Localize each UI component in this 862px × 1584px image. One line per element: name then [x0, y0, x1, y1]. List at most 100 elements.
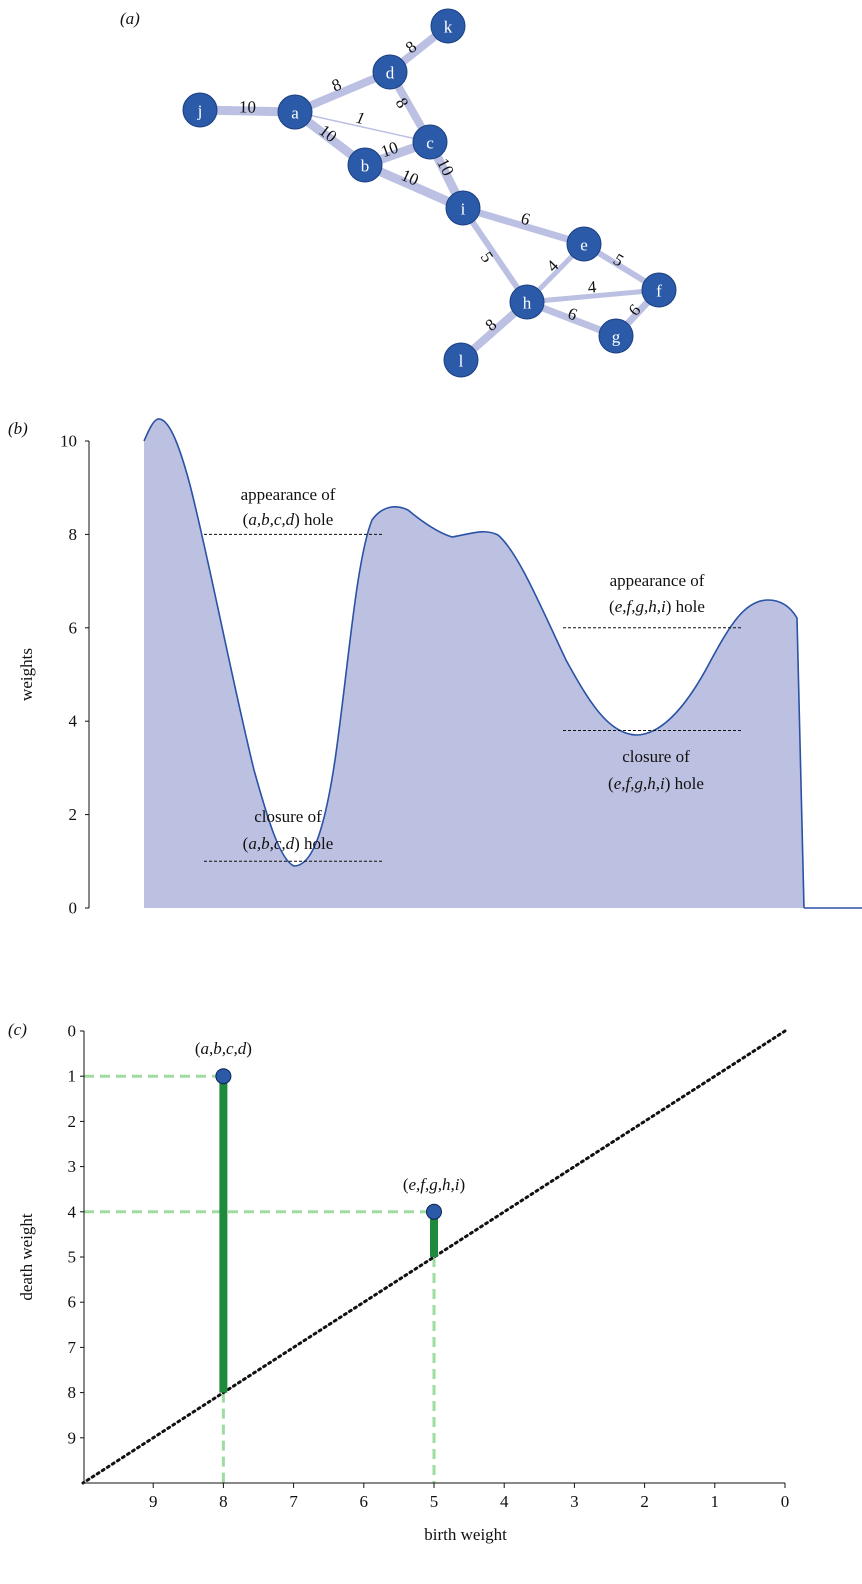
panel-c-label: (c) [8, 1020, 27, 1039]
edge-a-c [294, 111, 431, 143]
annotation-app2: appearance of (e,f,g,h,i) hole [609, 571, 705, 616]
tuple-app2: e,f,g,h,i [615, 597, 666, 616]
y-tick-label-1: 1 [68, 1067, 77, 1086]
annotation-app1-line2: (a,b,c,d) hole [243, 510, 334, 529]
y-axis-label: weights [17, 648, 36, 701]
node-g [598, 318, 634, 354]
graph-nodes: a b c d e f g h i j k l [182, 8, 677, 378]
x-tick-label-7: 7 [289, 1492, 298, 1511]
persistence-point-1 [426, 1203, 442, 1220]
annotation-app2-line1: appearance of [610, 571, 705, 590]
edge-weight-a-c: 1 [354, 108, 366, 128]
annotation-clo2: closure of (e,f,g,h,i) hole [608, 747, 704, 793]
x-tick-label-2: 2 [640, 1492, 649, 1511]
persistence-point-0 [215, 1068, 232, 1085]
edge-weight-a-d: 8 [329, 75, 344, 96]
x-tick-label-1: 1 [711, 1492, 720, 1511]
tuple-clo2: e,f,g,h,i [614, 774, 665, 793]
edge-weight-j-a: 10 [239, 97, 256, 116]
y-tick-label-10: 10 [60, 432, 77, 451]
annotation-app1-line1: appearance of [241, 485, 336, 504]
edge-weight-i-h: 5 [477, 248, 497, 266]
edge-i-h [460, 205, 530, 305]
panel-b-label: (b) [8, 419, 28, 438]
node-label-c: c [426, 134, 434, 153]
edge-i-e [459, 204, 588, 248]
node-label-e: e [580, 236, 588, 255]
point-labels: (a,b,c,d) (e,f,g,h,i) [195, 1039, 465, 1194]
node-c [412, 124, 448, 160]
y-tick-label-4: 4 [69, 712, 78, 731]
persistence-bars [219, 1076, 438, 1393]
x-tick-label-9: 9 [149, 1492, 158, 1511]
y-tick-label-6: 6 [69, 618, 78, 637]
point-label-0: (a,b,c,d) [195, 1039, 252, 1058]
y-tick-label-8: 8 [69, 525, 78, 544]
node-label-f: f [656, 282, 662, 301]
x-tick-label-0: 0 [781, 1492, 790, 1511]
panel-c: (c) 0 1 2 3 4 5 6 7 8 9 9 8 7 6 5 4 3 2 1 0 birth weight d… [8, 1020, 789, 1544]
weights-curve [143, 418, 805, 909]
panel-b: (b) 0 2 4 6 8 10 weights appearance of (a,b,c… [8, 418, 862, 918]
annotation-app1: appearance of (a,b,c,d) hole [241, 485, 336, 529]
y-tick-label-8: 8 [68, 1383, 77, 1402]
weights-area [144, 418, 804, 908]
node-d [372, 54, 408, 90]
graph-edges [195, 22, 663, 364]
node-a [277, 94, 313, 130]
y-tick-label-2: 2 [69, 805, 78, 824]
node-label-j: j [197, 102, 203, 121]
y-ticks: 0 1 2 3 4 5 6 7 8 9 [68, 1022, 84, 1447]
node-label-l: l [459, 352, 464, 371]
y-tick-label-6: 6 [68, 1293, 77, 1312]
node-label-k: k [444, 18, 453, 37]
node-label-a: a [291, 104, 299, 123]
x-axis-label: birth weight [424, 1525, 507, 1544]
persistence-points [215, 1068, 442, 1220]
x-tick-label-3: 3 [570, 1492, 579, 1511]
x-tick-label-6: 6 [360, 1492, 369, 1511]
edge-weight-c-i: 10 [433, 155, 458, 179]
node-e [566, 226, 602, 262]
point-label-1: (e,f,g,h,i) [403, 1175, 465, 1194]
y-ticks: 0 2 4 6 8 10 [60, 432, 89, 918]
y-tick-label-5: 5 [68, 1248, 77, 1267]
edge-weight-b-i: 10 [398, 165, 421, 189]
edge-weight-b-c: 10 [378, 138, 400, 162]
node-i [445, 190, 481, 226]
y-tick-label-9: 9 [68, 1428, 77, 1447]
edge-h-f [524, 287, 662, 305]
node-label-i: i [461, 200, 466, 219]
x-tick-label-4: 4 [500, 1492, 509, 1511]
node-j [182, 92, 218, 128]
y-tick-label-0: 0 [69, 899, 78, 918]
tuple-clo1: a,b,c,d [248, 834, 294, 853]
annotation-clo2-line1: closure of [622, 747, 690, 766]
node-l [443, 342, 479, 378]
y-tick-label-7: 7 [68, 1338, 77, 1357]
annotation-clo1: closure of (a,b,c,d) hole [243, 807, 334, 853]
edge-weight-h-f: 4 [587, 277, 598, 297]
y-tick-label-3: 3 [68, 1157, 77, 1176]
node-b [347, 147, 383, 183]
x-tick-label-5: 5 [430, 1492, 439, 1511]
y-tick-label-0: 0 [68, 1022, 77, 1041]
annotation-clo2-line2: (e,f,g,h,i) hole [608, 774, 704, 793]
node-label-d: d [386, 64, 395, 83]
y-tick-label-2: 2 [68, 1112, 77, 1131]
x-ticks: 9 8 7 6 5 4 3 2 1 0 [149, 1483, 789, 1511]
x-tick-label-8: 8 [219, 1492, 228, 1511]
tuple-app1: a,b,c,d [248, 510, 294, 529]
guide-lines [84, 1074, 436, 1483]
annotation-clo1-line1: closure of [254, 807, 322, 826]
node-h [509, 284, 545, 320]
node-f [641, 272, 677, 308]
edge-b-i [360, 160, 468, 213]
node-label-h: h [523, 294, 532, 313]
node-label-g: g [612, 328, 621, 347]
annotation-app2-line2: (e,f,g,h,i) hole [609, 597, 705, 616]
y-tick-label-4: 4 [68, 1202, 77, 1221]
